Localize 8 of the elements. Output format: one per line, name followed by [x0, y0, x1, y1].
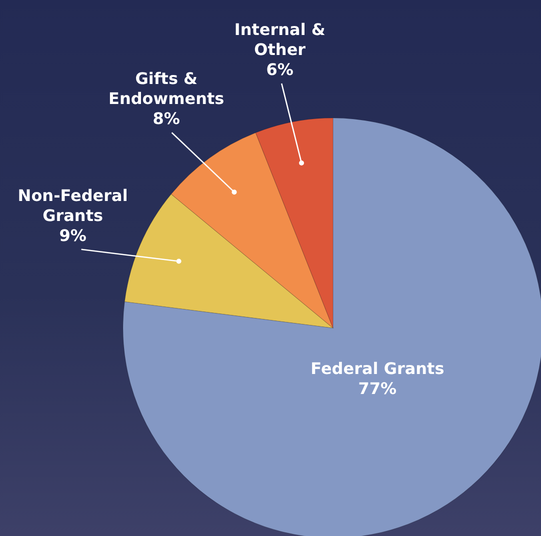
slice-label: Federal Grants — [310, 359, 444, 378]
data-label: 9% — [59, 226, 86, 246]
slice-label: Non-Federal Grants — [18, 186, 128, 226]
data-label: 6% — [266, 60, 294, 80]
data-label: 8% — [152, 109, 180, 128]
slice-label: Gifts & Endowments — [108, 69, 224, 108]
data-label: 77% — [358, 379, 397, 398]
slice-label: Internal & Other — [234, 20, 326, 60]
